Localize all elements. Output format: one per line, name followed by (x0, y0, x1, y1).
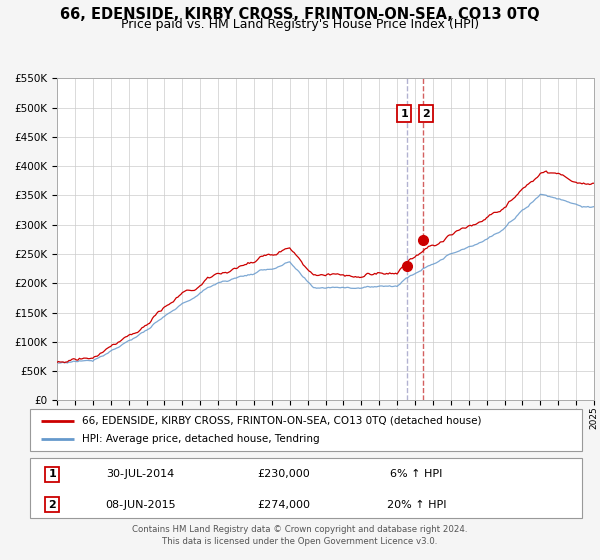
Text: 66, EDENSIDE, KIRBY CROSS, FRINTON-ON-SEA, CO13 0TQ: 66, EDENSIDE, KIRBY CROSS, FRINTON-ON-SE… (60, 7, 540, 22)
Text: 2: 2 (422, 109, 430, 119)
Text: 30-JUL-2014: 30-JUL-2014 (106, 469, 175, 479)
Text: 6% ↑ HPI: 6% ↑ HPI (390, 469, 443, 479)
Text: 1: 1 (48, 469, 56, 479)
Text: Price paid vs. HM Land Registry's House Price Index (HPI): Price paid vs. HM Land Registry's House … (121, 18, 479, 31)
Text: 20% ↑ HPI: 20% ↑ HPI (386, 500, 446, 510)
Text: 2: 2 (48, 500, 56, 510)
Text: 66, EDENSIDE, KIRBY CROSS, FRINTON-ON-SEA, CO13 0TQ (detached house): 66, EDENSIDE, KIRBY CROSS, FRINTON-ON-SE… (82, 416, 482, 426)
Text: 1: 1 (400, 109, 408, 119)
FancyBboxPatch shape (30, 409, 582, 451)
Text: HPI: Average price, detached house, Tendring: HPI: Average price, detached house, Tend… (82, 434, 320, 444)
Text: £230,000: £230,000 (257, 469, 310, 479)
Text: 08-JUN-2015: 08-JUN-2015 (105, 500, 176, 510)
FancyBboxPatch shape (30, 458, 582, 518)
Text: £274,000: £274,000 (257, 500, 310, 510)
Text: Contains HM Land Registry data © Crown copyright and database right 2024.
This d: Contains HM Land Registry data © Crown c… (132, 525, 468, 546)
